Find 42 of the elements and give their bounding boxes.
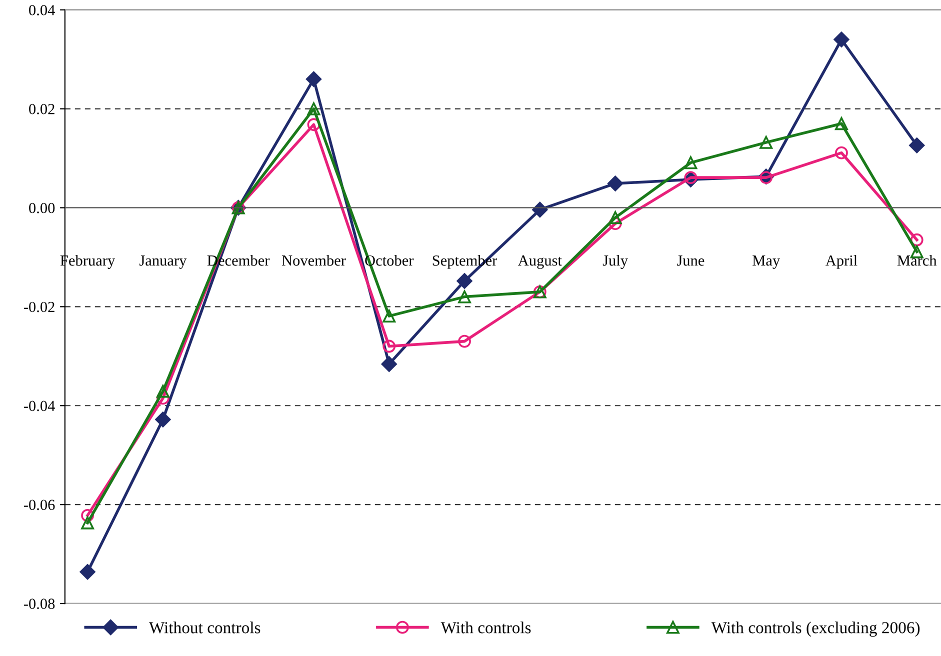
point [156,384,170,398]
y-tick-label: -0.04 [24,400,55,412]
x-tick-label: August [518,255,562,269]
point [382,310,396,323]
point [834,32,850,48]
point [307,102,320,116]
point [458,290,471,304]
y-tick-label: -0.06 [24,500,55,510]
point [456,273,472,289]
point [155,412,171,428]
point [608,176,624,192]
y-tick-label: 0.02 [29,104,54,114]
x-tick-label: July [602,254,628,269]
legend-label: Without controls [148,622,260,634]
x-tick-label: June [677,256,704,266]
point [684,171,698,184]
x-tick-label: April [826,254,858,269]
point [608,211,622,224]
point [307,118,320,132]
point [306,71,322,87]
y-tick-label: 0.00 [29,202,55,214]
point [81,508,94,522]
legend-label: With controls [440,622,531,634]
point [458,334,471,348]
legend-label: With controls (excluding 2006) [711,622,920,637]
point [835,146,848,160]
point [910,233,924,246]
x-tick-label: November [282,254,346,266]
point [81,516,94,530]
y-tick-label: -0.08 [24,598,55,610]
point [381,356,397,372]
point [382,340,396,353]
x-tick-label: March [897,254,937,266]
x-tick-label: January [140,256,187,269]
point [909,138,925,154]
x-tick-label: May [752,256,780,269]
point [760,136,773,149]
point [80,564,96,580]
point [835,117,848,130]
y-tick-label: -0.02 [24,302,54,312]
point [684,156,698,170]
y-tick-label: 0.04 [29,4,55,16]
